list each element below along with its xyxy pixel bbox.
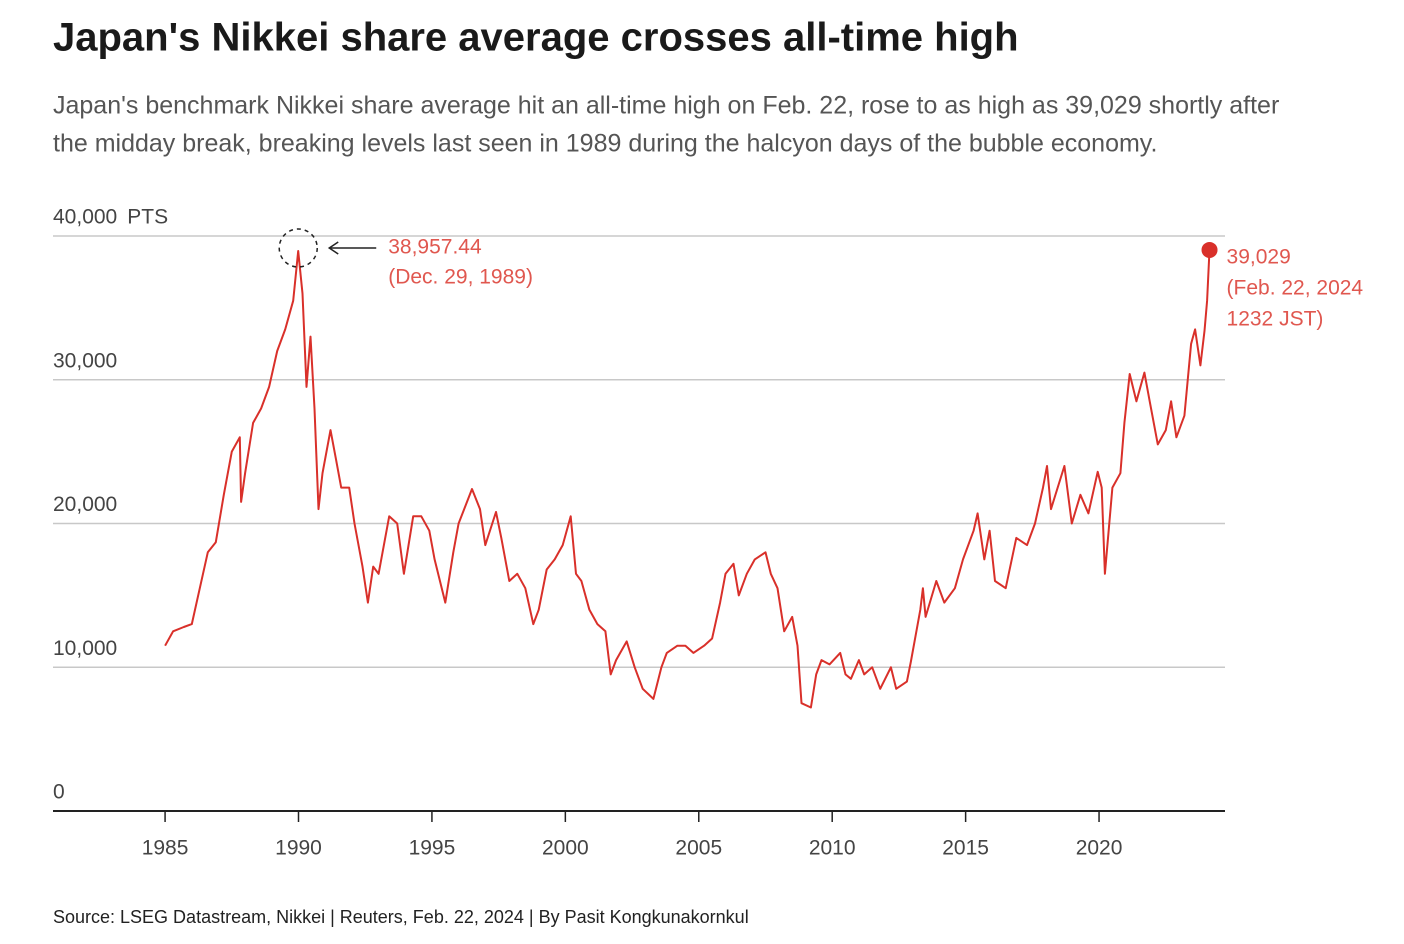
y-unit: PTS — [127, 206, 168, 229]
chart-title: Japan's Nikkei share average crosses all… — [53, 16, 1019, 60]
source: Source: LSEG Datastream, Nikkei | Reuter… — [53, 907, 749, 927]
y-tick-label: 30,000 — [53, 349, 117, 372]
latest-marker — [1201, 241, 1218, 258]
line — [164, 249, 1211, 709]
x-tick-label: 2020 — [1076, 837, 1123, 860]
x-tick-label: 1995 — [409, 837, 456, 860]
y-tick-label: 40,000 — [53, 206, 117, 229]
x-tick-label: 1990 — [275, 837, 322, 860]
x-tick-label: 2000 — [542, 837, 589, 860]
annotation: 1232 JST) — [1227, 308, 1324, 331]
annotation: (Dec. 29, 1989) — [388, 266, 533, 289]
annotation: 39,029 — [1227, 246, 1291, 269]
arrow-head — [327, 241, 339, 255]
annotation: 38,957.44 — [388, 236, 482, 259]
subtitle: Japan's benchmark Nikkei share average h… — [53, 92, 1279, 120]
x-tick-label: 2010 — [809, 837, 856, 860]
y-tick-label: 0 — [53, 781, 65, 804]
x-tick-label: 2005 — [675, 837, 722, 860]
peak-marker — [278, 228, 318, 268]
x-tick-label: 2015 — [942, 837, 989, 860]
y-tick-label: 10,000 — [53, 637, 117, 660]
y-tick-label: 20,000 — [53, 493, 117, 516]
subtitle: the midday break, breaking levels last s… — [53, 130, 1157, 158]
annotation: (Feb. 22, 2024 — [1227, 277, 1364, 300]
x-tick-label: 1985 — [142, 837, 189, 860]
